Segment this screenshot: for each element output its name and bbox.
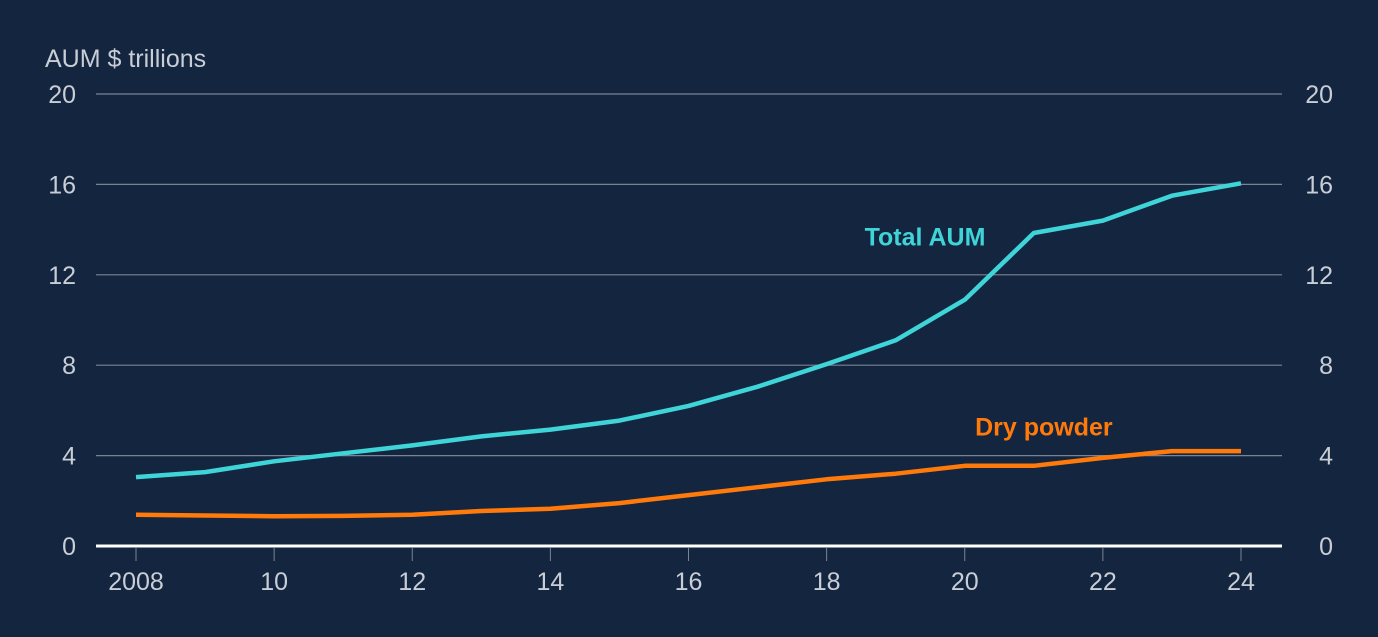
series-lines — [135, 181, 1242, 519]
y-tick-right-8: 8 — [1319, 352, 1333, 380]
line-total-aum — [135, 181, 1242, 480]
y-tick-right-16: 16 — [1305, 171, 1333, 199]
y-tick-right-0: 0 — [1319, 533, 1333, 561]
x-tick-2018: 18 — [813, 568, 841, 596]
y-tick-right-4: 4 — [1319, 443, 1333, 471]
line-dry-powder — [135, 448, 1241, 519]
y-tick-left-0: 0 — [62, 533, 76, 561]
x-tick-2008: 2008 — [108, 568, 164, 596]
x-tick-2020: 20 — [951, 568, 979, 596]
x-tick-2010: 10 — [260, 568, 288, 596]
y-tick-right-20: 20 — [1305, 81, 1333, 109]
x-tick-2012: 12 — [398, 568, 426, 596]
x-tick-2022: 22 — [1089, 568, 1117, 596]
x-tick-2014: 14 — [536, 568, 564, 596]
y-tick-left-20: 20 — [48, 81, 76, 109]
y-tick-left-4: 4 — [62, 443, 76, 471]
x-axis: 2008 10 12 14 16 18 20 22 24 — [96, 544, 1282, 596]
label-dry-powder: Dry powder — [975, 413, 1113, 441]
y-axis-title: AUM $ trillions — [45, 45, 206, 73]
y-tick-left-16: 16 — [48, 171, 76, 199]
y-axis-left: 0 4 8 12 16 20 — [48, 81, 76, 561]
x-tick-2024: 24 — [1227, 568, 1255, 596]
series-labels: Total AUM Dry powder — [865, 223, 1113, 441]
y-tick-left-12: 12 — [48, 262, 76, 290]
gridlines — [96, 93, 1282, 457]
label-total-aum: Total AUM — [865, 223, 986, 251]
y-tick-left-8: 8 — [62, 352, 76, 380]
y-axis-right: 0 4 8 12 16 20 — [1305, 81, 1333, 561]
x-tick-2016: 16 — [675, 568, 703, 596]
y-tick-right-12: 12 — [1305, 262, 1333, 290]
